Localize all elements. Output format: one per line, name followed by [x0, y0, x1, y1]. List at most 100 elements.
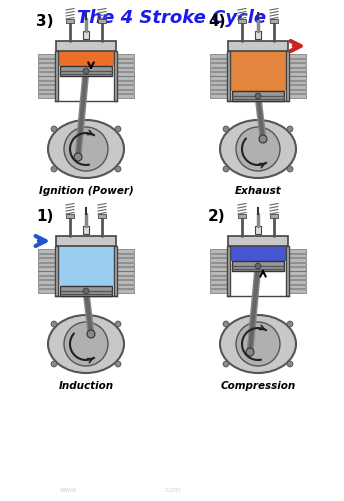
- Bar: [115, 85, 134, 89]
- Circle shape: [83, 68, 89, 74]
- Bar: [38, 54, 57, 58]
- Bar: [115, 68, 134, 71]
- Circle shape: [51, 361, 57, 367]
- Bar: [58, 51, 114, 66]
- Bar: [228, 41, 288, 51]
- Circle shape: [255, 93, 261, 99]
- Bar: [83, 31, 89, 39]
- Bar: [38, 59, 57, 62]
- Bar: [270, 19, 278, 23]
- Bar: [38, 258, 57, 262]
- Bar: [115, 285, 134, 288]
- Text: Compression: Compression: [221, 381, 295, 391]
- Bar: [287, 94, 306, 98]
- Bar: [286, 51, 289, 101]
- Text: 2): 2): [208, 208, 226, 223]
- Bar: [238, 19, 246, 23]
- Bar: [38, 81, 57, 84]
- Bar: [210, 285, 229, 288]
- Bar: [230, 51, 286, 91]
- Bar: [114, 246, 117, 296]
- Bar: [115, 54, 134, 58]
- Bar: [56, 41, 116, 51]
- Bar: [287, 285, 306, 288]
- Bar: [287, 81, 306, 84]
- Circle shape: [74, 153, 82, 161]
- Bar: [66, 214, 74, 218]
- Circle shape: [64, 322, 108, 366]
- Bar: [210, 94, 229, 98]
- Bar: [38, 267, 57, 271]
- Circle shape: [51, 321, 57, 327]
- Text: .com: .com: [163, 487, 181, 493]
- Bar: [210, 81, 229, 84]
- Text: Ignition (Power): Ignition (Power): [39, 186, 133, 196]
- Bar: [115, 281, 134, 284]
- Bar: [115, 77, 134, 80]
- Text: 1): 1): [36, 208, 53, 223]
- Bar: [287, 59, 306, 62]
- Bar: [115, 289, 134, 293]
- Bar: [115, 249, 134, 253]
- Bar: [98, 19, 106, 23]
- Bar: [210, 254, 229, 257]
- Bar: [115, 276, 134, 280]
- Bar: [287, 68, 306, 71]
- Ellipse shape: [220, 315, 296, 373]
- Bar: [210, 68, 229, 71]
- Circle shape: [246, 348, 254, 356]
- Bar: [287, 258, 306, 262]
- Bar: [210, 72, 229, 76]
- Bar: [115, 263, 134, 266]
- Circle shape: [236, 127, 280, 171]
- Bar: [115, 94, 134, 98]
- Bar: [210, 77, 229, 80]
- Bar: [98, 214, 106, 218]
- Bar: [38, 94, 57, 98]
- Bar: [60, 66, 112, 76]
- Bar: [286, 246, 289, 296]
- Bar: [287, 272, 306, 275]
- Circle shape: [115, 166, 121, 172]
- Circle shape: [83, 288, 89, 294]
- Circle shape: [115, 321, 121, 327]
- Bar: [287, 263, 306, 266]
- Bar: [58, 246, 114, 286]
- Bar: [60, 286, 112, 296]
- Bar: [255, 31, 261, 39]
- Ellipse shape: [220, 120, 296, 178]
- Bar: [210, 258, 229, 262]
- Bar: [115, 272, 134, 275]
- Bar: [38, 77, 57, 80]
- Circle shape: [223, 321, 229, 327]
- Bar: [38, 263, 57, 266]
- Bar: [287, 276, 306, 280]
- Text: The 4 Stroke Cycle: The 4 Stroke Cycle: [77, 9, 267, 27]
- Circle shape: [223, 126, 229, 132]
- Bar: [210, 272, 229, 275]
- Bar: [287, 289, 306, 293]
- Circle shape: [115, 126, 121, 132]
- Bar: [287, 281, 306, 284]
- Bar: [210, 276, 229, 280]
- Bar: [38, 281, 57, 284]
- Bar: [230, 246, 286, 261]
- Circle shape: [87, 330, 95, 338]
- Circle shape: [64, 127, 108, 171]
- Bar: [210, 289, 229, 293]
- Bar: [115, 63, 134, 67]
- Bar: [238, 214, 246, 218]
- Circle shape: [287, 361, 293, 367]
- Bar: [38, 276, 57, 280]
- Circle shape: [223, 166, 229, 172]
- Bar: [287, 254, 306, 257]
- Bar: [210, 267, 229, 271]
- Bar: [55, 51, 58, 101]
- Circle shape: [255, 263, 261, 269]
- Bar: [287, 72, 306, 76]
- Text: Exhaust: Exhaust: [235, 186, 281, 196]
- Bar: [227, 51, 230, 101]
- Circle shape: [287, 321, 293, 327]
- Bar: [38, 254, 57, 257]
- Bar: [114, 51, 117, 101]
